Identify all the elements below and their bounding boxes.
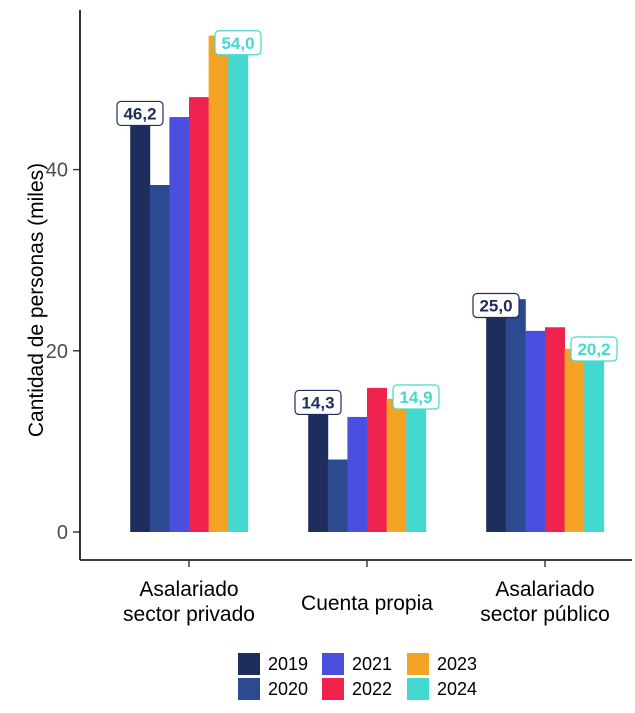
data-label-2024-2: 20,2 <box>570 336 618 362</box>
legend-item-2022: 2022 <box>322 678 392 700</box>
legend-label: 2021 <box>352 654 392 674</box>
axes <box>79 10 632 561</box>
bar-2023-0 <box>208 35 229 533</box>
bar-2021-0 <box>169 117 190 532</box>
data-label-text: 46,2 <box>123 104 156 123</box>
y-tick-label: 40 <box>46 160 68 182</box>
bar-2022-2 <box>545 327 565 532</box>
legend-item-2023: 2023 <box>407 653 477 675</box>
bar-2020-0 <box>149 185 170 532</box>
bar-2019-1 <box>308 402 329 532</box>
data-label-2019-2: 25,0 <box>472 292 520 319</box>
bar-2021-2 <box>525 330 546 532</box>
y-tick-label: 20 <box>46 341 68 363</box>
legend: 2019 2020 2021 2022 2023 2024 <box>238 653 477 700</box>
data-label-2024-0: 54,0 <box>214 30 262 56</box>
bar-2021-1 <box>347 416 368 532</box>
y-axis-ticks: 0 20 40 <box>46 160 80 544</box>
legend-item-2019: 2019 <box>238 653 308 675</box>
data-label-2019-1: 14,3 <box>294 389 342 416</box>
data-labels: 46,2 54,0 14,3 14,9 25,0 20,2 <box>116 30 618 416</box>
data-label-box <box>294 389 342 416</box>
x-category-label: Asalariado <box>495 578 594 601</box>
data-label-box <box>116 100 164 127</box>
legend-label: 2019 <box>268 654 308 674</box>
data-label-box <box>570 336 618 362</box>
legend-item-2021: 2021 <box>322 653 392 675</box>
bars <box>130 35 605 533</box>
legend-swatch <box>238 653 260 675</box>
legend-label: 2023 <box>437 654 477 674</box>
legend-item-2020: 2020 <box>238 678 308 700</box>
bar-2020-2 <box>505 299 526 532</box>
data-label-2024-1: 14,9 <box>392 384 440 410</box>
legend-label: 2020 <box>268 679 308 699</box>
bar-2022-1 <box>367 387 387 532</box>
legend-swatch <box>322 653 344 675</box>
legend-label: 2024 <box>437 679 477 699</box>
data-label-text: 14,3 <box>301 393 334 412</box>
bar-2019-0 <box>130 113 151 532</box>
bar-2020-1 <box>327 459 348 532</box>
y-tick-label: 0 <box>57 522 68 544</box>
data-label-box <box>392 384 440 410</box>
legend-swatch <box>407 653 429 675</box>
legend-label: 2022 <box>352 679 392 699</box>
data-label-text: 20,2 <box>577 340 610 359</box>
data-label-box <box>472 292 520 319</box>
bar-2023-1 <box>386 398 407 532</box>
y-axis-title-group: Cantidad de personas (miles) <box>25 163 48 437</box>
data-label-text: 14,9 <box>399 388 432 407</box>
data-label-box <box>214 30 262 56</box>
data-label-text: 54,0 <box>221 34 254 53</box>
bar-2024-1 <box>406 397 427 532</box>
bar-2024-2 <box>584 348 605 532</box>
y-axis-title: Cantidad de personas (miles) <box>25 163 48 437</box>
x-category-label: Cuenta propia <box>301 592 433 615</box>
bar-2022-0 <box>189 97 209 533</box>
bar-2024-0 <box>228 42 249 532</box>
legend-swatch <box>407 678 429 700</box>
legend-swatch <box>238 678 260 700</box>
x-category-label: Asalariado <box>139 578 238 601</box>
x-category-label: sector público <box>480 603 610 626</box>
bar-2023-2 <box>564 348 585 532</box>
data-label-text: 25,0 <box>479 297 512 316</box>
legend-item-2024: 2024 <box>407 678 477 700</box>
legend-swatch <box>322 678 344 700</box>
x-category-label: sector privado <box>123 603 255 626</box>
data-label-2019-0: 46,2 <box>116 100 164 127</box>
bar-2019-2 <box>486 305 507 532</box>
